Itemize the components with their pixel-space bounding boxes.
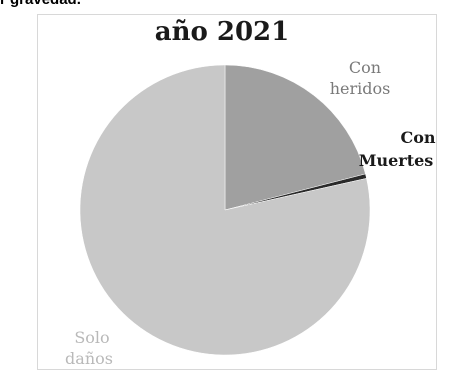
chart-title: año 2021 [155,17,290,47]
label-con-muertes-line1: Con [400,128,435,147]
slice-con-heridos [224,64,366,211]
label-solo-danos-line2: daños [65,349,113,368]
top-caption: r gravedad. [0,0,81,8]
label-con-muertes-line2: Muertes [359,151,434,170]
label-solo-danos-line1: Solo [74,328,109,347]
slice-solo-danos [79,64,371,356]
label-con-heridos-line1: Con [349,58,381,77]
label-con-heridos-line2: heridos [330,79,391,98]
